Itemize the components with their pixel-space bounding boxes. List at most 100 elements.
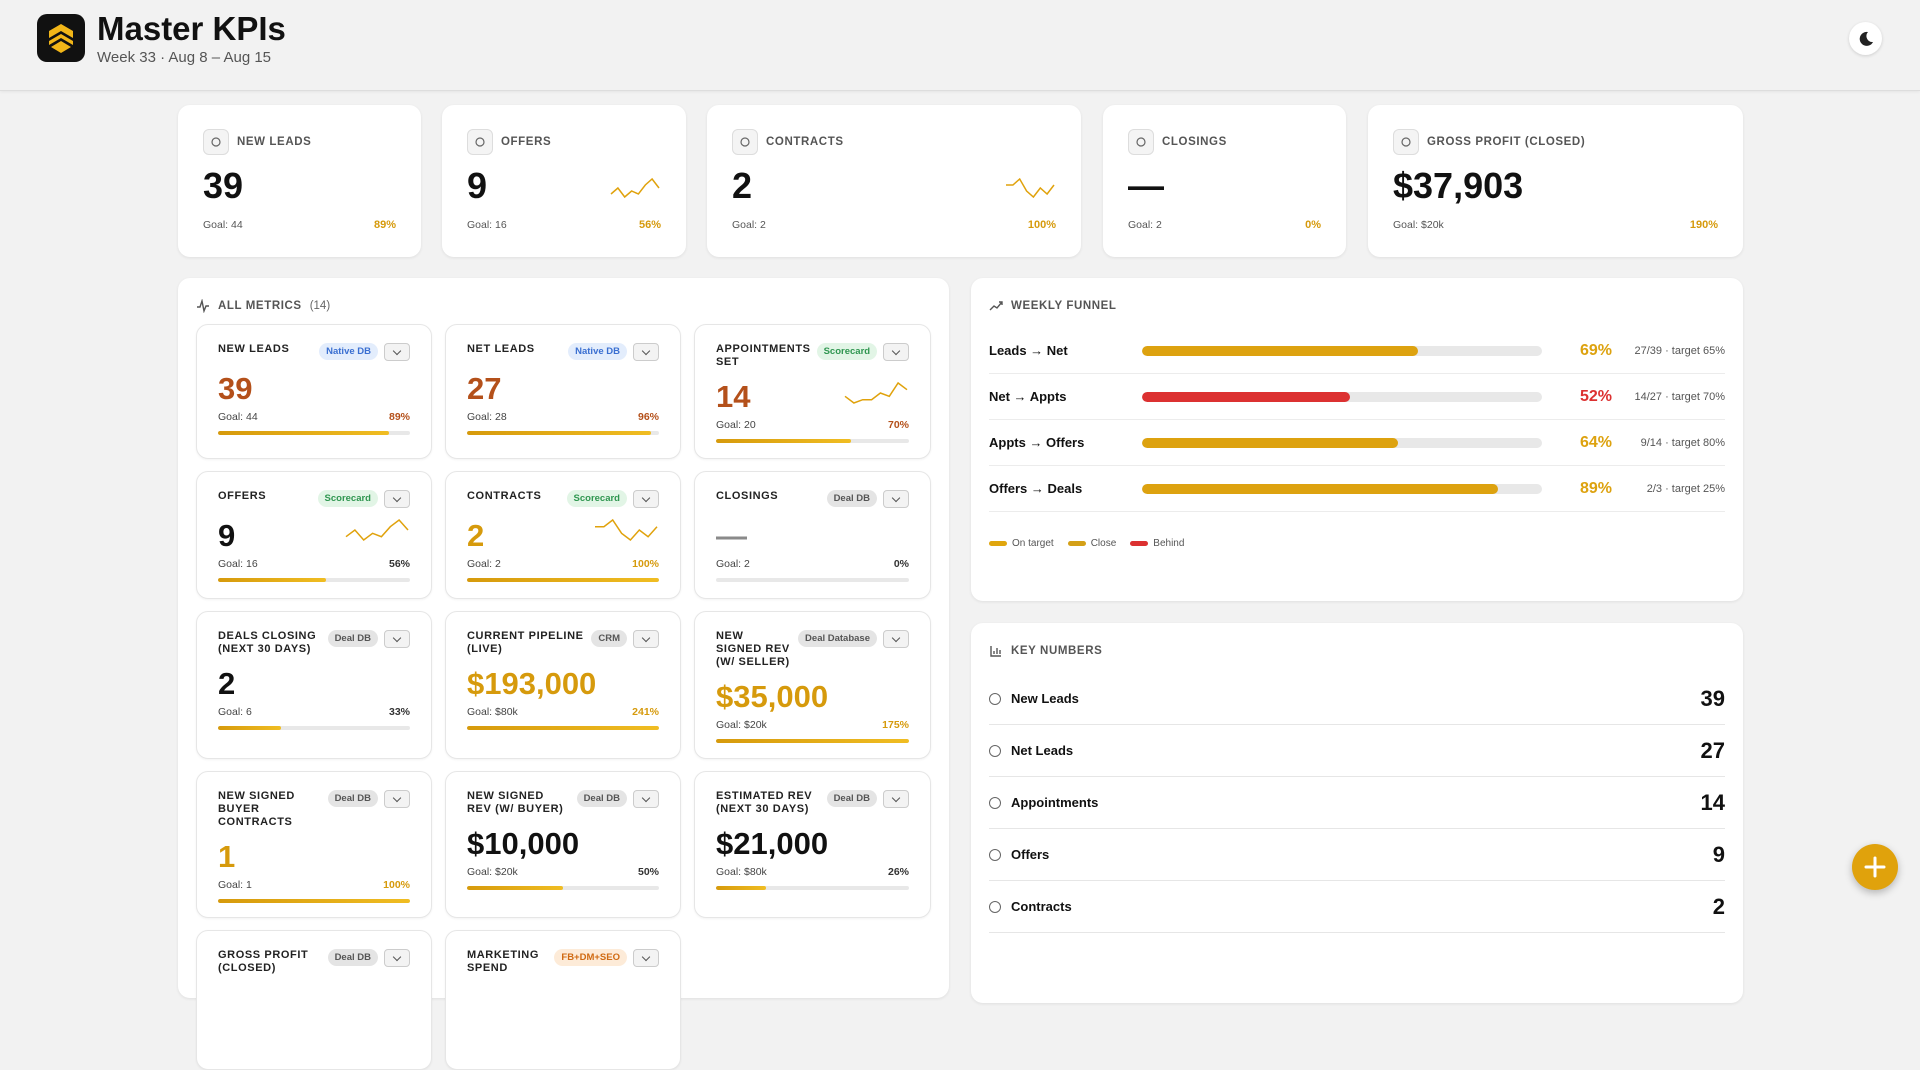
kpi-card: CONTRACTS 2 Goal: 2 100% — [707, 105, 1081, 257]
legend-label: Behind — [1153, 538, 1185, 549]
metric-card: NEW SIGNED REV (W/ SELLER) Deal Database $… — [694, 611, 931, 759]
funnel-percent: 69% — [1579, 341, 1612, 359]
kpi-card: NEW LEADS 39 Goal: 44 89% — [178, 105, 421, 257]
dropdown-button[interactable] — [384, 490, 410, 508]
progress-fill — [716, 886, 767, 890]
kpi-card-header: GROSS PROFIT (CLOSED) — [1393, 129, 1718, 155]
metric-value: — — [716, 518, 747, 553]
metric-goal: Goal: $80k — [467, 706, 518, 718]
metric-percent: 70% — [887, 419, 909, 431]
key-name: Appointments — [1011, 795, 1099, 810]
dropdown-button[interactable] — [633, 630, 659, 648]
key-numbers-panel: KEY NUMBERS New Leads 39 Net Leads 27 Appoin… — [971, 623, 1743, 1003]
metric-card: NEW SIGNED REV (W/ BUYER) Deal DB $10,000 G… — [445, 771, 681, 918]
metric-value: $21,000 — [716, 826, 829, 861]
kpi-label: OFFERS — [501, 136, 552, 148]
legend-swatch — [1067, 541, 1086, 546]
metric-percent: 89% — [388, 411, 410, 423]
funnel-detail: 14/27 · target 70% — [1634, 390, 1725, 403]
kpi-card-header: OFFERS — [467, 129, 661, 155]
progress-fill — [467, 578, 659, 582]
sparkline-line — [595, 518, 658, 542]
icon-glyph — [211, 137, 221, 147]
metric-percent: 50% — [637, 866, 659, 878]
progress-fill — [467, 886, 563, 890]
sparkline — [610, 177, 660, 199]
metric-header: DEALS CLOSING (NEXT 30 DAYS) Deal DB — [218, 630, 410, 656]
metric-goal: Goal: 2 — [467, 558, 501, 570]
legend-item: On target — [989, 538, 1054, 549]
dropdown-button[interactable] — [883, 490, 909, 508]
icon-shape — [1136, 137, 1146, 147]
progress-track — [218, 899, 410, 903]
all-metrics-panel: ALL METRICS (14) NEW LEADS Native DB 39 Goa… — [178, 278, 949, 1070]
metric-goal-row: Goal: 2 100% — [467, 558, 659, 570]
icon — [989, 848, 1001, 861]
metric-name: ESTIMATED REV (NEXT 30 DAYS) — [716, 790, 813, 815]
kpi-card: OFFERS 9 Goal: 16 56% — [442, 105, 686, 257]
sparkline-line — [844, 381, 908, 404]
progress-fill — [218, 899, 410, 903]
panel-header: WEEKLY FUNNEL — [989, 296, 1725, 316]
icon — [1128, 129, 1154, 155]
key-number-row: New Leads 39 — [989, 673, 1725, 725]
funnel-row: Net → Appts 52% 14/27 · target 70% — [989, 374, 1725, 420]
funnel-stage: Offers → Deals — [989, 481, 1083, 496]
kpi-card: CLOSINGS — Goal: 2 0% — [1103, 105, 1346, 257]
sparkline-line — [345, 518, 409, 542]
metric-name: NEW SIGNED BUYER CONTRACTS — [218, 790, 295, 828]
source-badge: Deal DB — [826, 790, 877, 807]
progress-track — [467, 726, 659, 730]
dropdown-button[interactable] — [384, 949, 410, 967]
metric-header: ESTIMATED REV (NEXT 30 DAYS) Deal DB — [716, 790, 909, 816]
metric-header: APPOINTMENTS SET Scorecard — [716, 343, 910, 369]
logo — [37, 14, 85, 62]
sparkline — [345, 518, 409, 542]
key-number-row: Contracts 2 — [989, 881, 1725, 933]
sparkline — [844, 381, 908, 404]
dropdown-button[interactable] — [633, 949, 659, 967]
kpi-goal: Goal: 2 — [732, 219, 766, 231]
dropdown-button[interactable] — [633, 343, 659, 361]
metric-name: NEW SIGNED REV (W/ BUYER) — [467, 790, 564, 815]
dropdown-button[interactable] — [384, 630, 410, 648]
dropdown-button[interactable] — [883, 343, 910, 361]
progress-fill — [467, 431, 652, 435]
dropdown-button[interactable] — [384, 343, 410, 361]
dropdown-button[interactable] — [883, 630, 909, 648]
metric-goal: Goal: $20k — [716, 719, 767, 731]
metric-goal-row: Goal: 20 70% — [716, 419, 909, 431]
kpi-label: CLOSINGS — [1162, 136, 1227, 148]
kpi-goal: Goal: 16 — [467, 219, 507, 231]
metric-percent: 96% — [637, 411, 659, 423]
metric-percent: 26% — [887, 866, 909, 878]
metric-goal-row: Goal: 28 96% — [467, 411, 659, 423]
dropdown-button[interactable] — [633, 490, 659, 508]
icon-shape — [211, 137, 221, 147]
kpi-percent: 89% — [373, 219, 396, 231]
metric-grid: NEW LEADS Native DB 39 Goal: 44 89% NET LEADS… — [196, 324, 931, 1070]
key-name: Offers — [1011, 847, 1050, 862]
dropdown-button[interactable] — [384, 790, 410, 808]
source-badge: CRM — [591, 630, 627, 647]
legend-item: Close — [1067, 538, 1117, 549]
metric-percent: 100% — [632, 558, 659, 570]
dropdown-button[interactable] — [633, 790, 659, 808]
metric-card: MARKETING SPEND FB+DM+SEO — [445, 930, 681, 1070]
source-badge: Scorecard — [317, 490, 378, 507]
legend-swatch — [989, 541, 1007, 546]
legend-label: Close — [1090, 538, 1117, 549]
add-button[interactable] — [1852, 844, 1898, 890]
key-value: 39 — [1700, 685, 1725, 711]
funnel-percent: 89% — [1579, 479, 1612, 497]
funnel-row: Offers → Deals 89% 2/3 · target 25% — [989, 466, 1725, 512]
progress-track — [218, 726, 410, 730]
dropdown-button[interactable] — [883, 790, 909, 808]
source-badge: Scorecard — [816, 343, 878, 360]
title: Master KPIs — [97, 10, 286, 47]
theme-toggle[interactable] — [1849, 22, 1882, 55]
kpi-goal: Goal: 44 — [203, 219, 243, 231]
funnel-bar — [1142, 391, 1350, 402]
icon — [990, 646, 1001, 657]
source-badge: Deal DB — [327, 790, 378, 807]
